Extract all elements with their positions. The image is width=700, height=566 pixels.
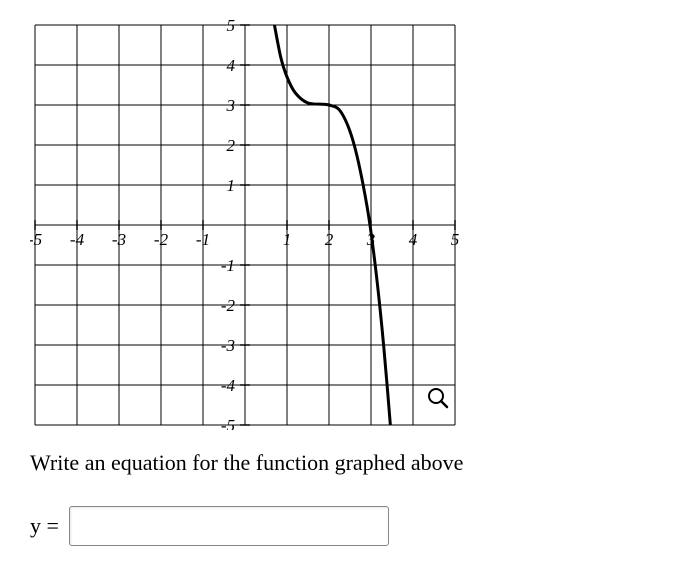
svg-text:-1: -1 — [196, 230, 210, 249]
svg-text:-5: -5 — [30, 230, 42, 249]
svg-text:3: 3 — [226, 96, 236, 115]
svg-text:-3: -3 — [112, 230, 126, 249]
graph-svg: -5-4-3-2-112345-5-4-3-2-112345 — [30, 20, 460, 430]
svg-text:-4: -4 — [221, 376, 236, 395]
svg-text:4: 4 — [227, 56, 236, 75]
svg-text:-2: -2 — [154, 230, 169, 249]
svg-text:5: 5 — [451, 230, 460, 249]
svg-text:-4: -4 — [70, 230, 85, 249]
equation-input[interactable] — [69, 506, 389, 546]
svg-text:4: 4 — [409, 230, 418, 249]
graph-plot: -5-4-3-2-112345-5-4-3-2-112345 — [30, 20, 460, 430]
equation-input-row: y = — [30, 506, 680, 546]
svg-text:5: 5 — [227, 20, 236, 35]
svg-text:2: 2 — [325, 230, 334, 249]
svg-text:1: 1 — [283, 230, 292, 249]
equation-label: y = — [30, 513, 59, 539]
magnifier-icon[interactable] — [426, 386, 450, 415]
svg-text:-2: -2 — [221, 296, 236, 315]
svg-text:2: 2 — [227, 136, 236, 155]
prompt-text: Write an equation for the function graph… — [30, 450, 680, 476]
svg-text:-5: -5 — [221, 416, 235, 430]
svg-text:1: 1 — [227, 176, 236, 195]
svg-text:-3: -3 — [221, 336, 235, 355]
svg-text:-1: -1 — [221, 256, 235, 275]
